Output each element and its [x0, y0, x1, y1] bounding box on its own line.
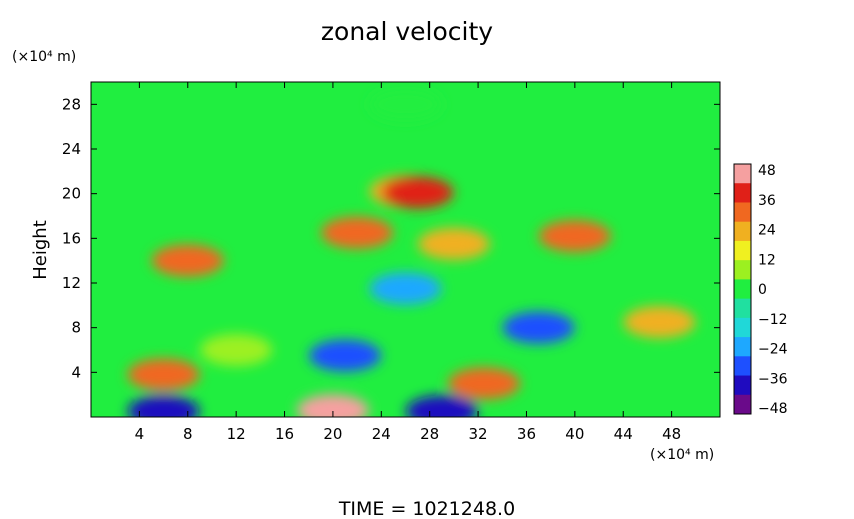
x-tick-label: 12	[227, 425, 246, 443]
y-tick-label: 20	[62, 185, 81, 203]
field-feature	[369, 88, 442, 121]
colorbar-segment	[734, 221, 751, 242]
field-feature	[623, 306, 696, 339]
y-tick-label: 28	[62, 95, 81, 113]
field-feature	[309, 339, 382, 372]
colorbar-segment	[734, 260, 751, 280]
field-feature	[405, 395, 478, 417]
y-tick-label: 8	[71, 319, 81, 337]
colorbar: 48 36 24 12 0 −12 −24 −36 −48	[733, 163, 788, 417]
field-feature	[369, 272, 442, 305]
x-tick-label: 8	[183, 425, 193, 443]
colorbar-segment	[734, 337, 751, 357]
colorbar-segment	[734, 183, 751, 203]
colorbar-segment	[734, 202, 751, 223]
field-features	[127, 88, 696, 417]
x-tick-label: 40	[565, 425, 584, 443]
x-tick-label: 48	[662, 425, 681, 443]
field-feature	[321, 216, 394, 249]
colorbar-tick-label: −12	[758, 312, 788, 328]
x-tick-label: 24	[372, 425, 391, 443]
colorbar-tick-label: 24	[758, 223, 776, 239]
colorbar-frame	[733, 163, 752, 415]
x-tick-label: 20	[323, 425, 342, 443]
colorbar-segment	[734, 317, 751, 338]
field-feature	[296, 394, 369, 417]
field-feature	[127, 395, 200, 417]
heatmap-field	[91, 82, 720, 417]
colorbar-tick-label: 12	[758, 252, 776, 268]
y-tick-label: 12	[62, 274, 81, 292]
x-tick-label: 44	[614, 425, 633, 443]
field-feature	[538, 220, 611, 253]
colorbar-segment	[734, 356, 751, 377]
field-feature	[381, 176, 454, 209]
x-tick-label: 16	[275, 425, 294, 443]
colorbar-segment	[734, 394, 751, 415]
colorbar-tick-label: 48	[758, 163, 776, 179]
colorbar-tick-label: −48	[758, 401, 788, 417]
colorbar-tick-label: 0	[758, 282, 767, 298]
x-unit-label: (×10⁴ m)	[650, 447, 714, 463]
colorbar-segment	[734, 240, 751, 261]
field-feature	[127, 358, 200, 391]
colorbar-segment	[734, 164, 751, 184]
y-tick-label: 16	[62, 229, 81, 247]
colorbar-segment	[734, 279, 751, 300]
time-label: TIME = 1021248.0	[338, 498, 515, 519]
field-feature	[200, 334, 273, 366]
y-tick-label: 4	[71, 363, 81, 381]
plot-frame	[90, 81, 721, 418]
field-feature	[448, 367, 521, 400]
field-feature	[502, 311, 575, 344]
chart-title: zonal velocity	[321, 17, 493, 46]
x-tick-label: 28	[420, 425, 439, 443]
x-tick-label: 4	[135, 425, 145, 443]
colorbar-segment	[734, 298, 751, 319]
x-tick-label: 36	[517, 425, 536, 443]
field-feature	[151, 244, 224, 277]
colorbar-tick-label: 36	[758, 193, 776, 209]
colorbar-tick-label: −36	[758, 371, 788, 387]
colorbar-tick-label: −24	[758, 342, 788, 358]
y-axis-label: Height	[30, 220, 51, 280]
y-tick-label: 24	[62, 140, 81, 158]
colorbar-segment	[734, 375, 751, 396]
y-unit-label: (×10⁴ m)	[12, 49, 76, 65]
field-feature	[417, 227, 490, 260]
x-tick-label: 32	[469, 425, 488, 443]
